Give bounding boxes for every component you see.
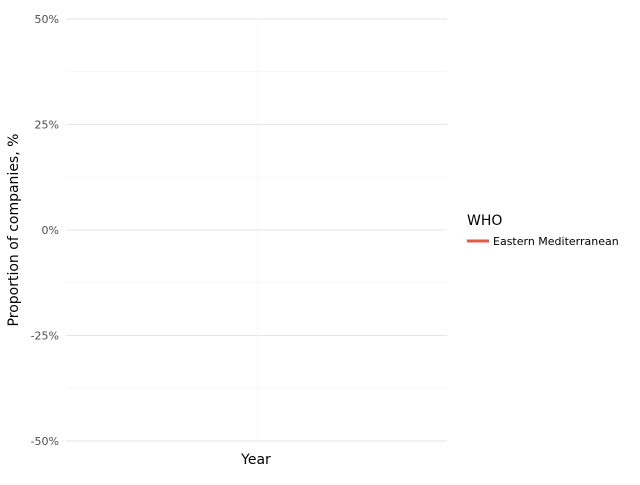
y-tick-label: -50% bbox=[31, 435, 59, 448]
y-tick-labels: 50% 25% 0% -25% -50% bbox=[31, 13, 59, 448]
y-axis-title: Proportion of companies, % bbox=[6, 134, 22, 327]
legend: WHO Eastern Mediterranean bbox=[467, 213, 619, 248]
legend-items: Eastern Mediterranean bbox=[467, 235, 619, 248]
legend-title: WHO bbox=[467, 213, 502, 229]
x-axis-title: Year bbox=[240, 452, 271, 468]
y-tick-label: 25% bbox=[35, 119, 59, 132]
y-tick-label: 0% bbox=[42, 224, 59, 237]
grid bbox=[66, 18, 447, 442]
y-tick-label: -25% bbox=[31, 330, 59, 343]
y-tick-label: 50% bbox=[35, 13, 59, 26]
legend-item-label: Eastern Mediterranean bbox=[493, 235, 619, 248]
